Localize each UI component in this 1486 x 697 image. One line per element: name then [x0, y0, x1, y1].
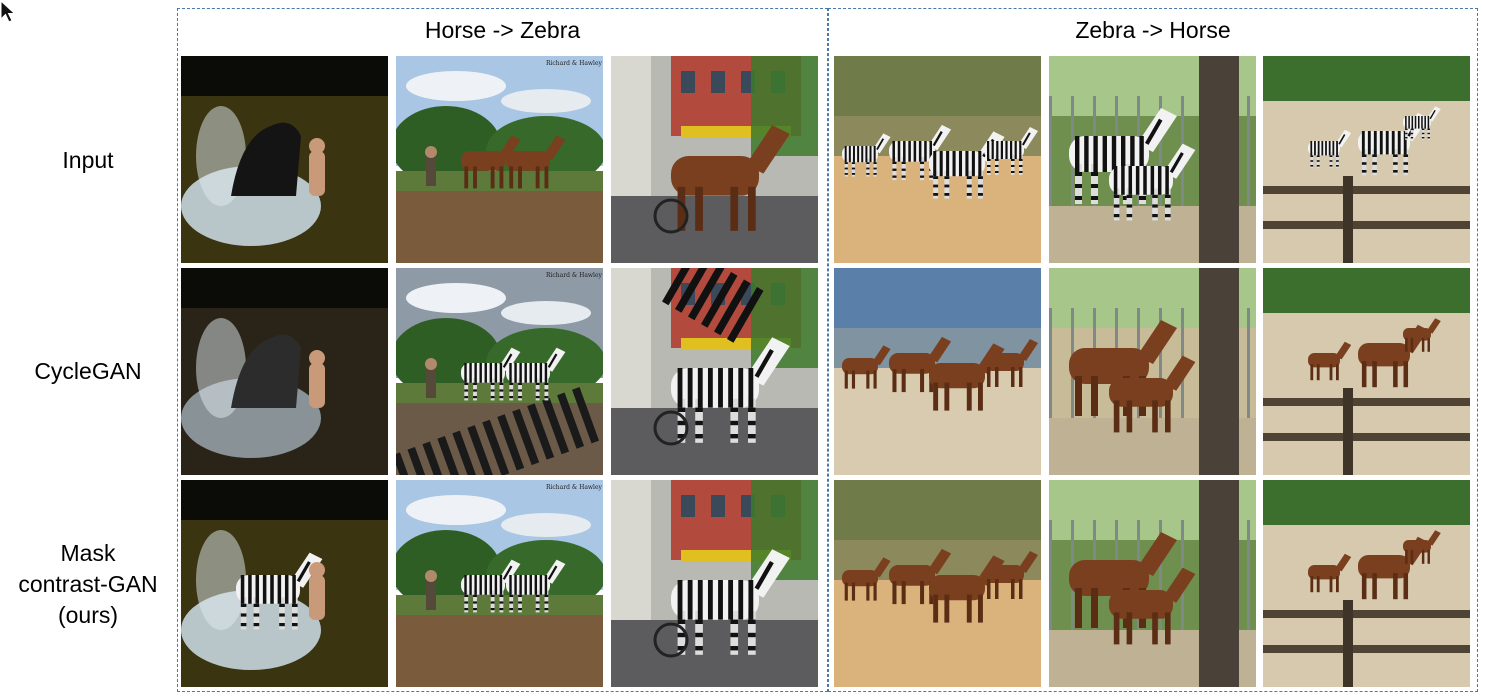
input-horses-plough: Richard & Hawley [396, 56, 603, 263]
svg-text:Richard & Hawley: Richard & Hawley [546, 60, 603, 67]
row-label-input: Input [62, 147, 114, 173]
zebra-to-horse-title: Zebra -> Horse [1075, 17, 1231, 43]
ours-horses-field [834, 480, 1041, 687]
ours-horses-fence [1049, 480, 1256, 687]
row-label-mask-contrast-gan: Mask contrast-GAN (ours) [18, 540, 158, 628]
svg-text:Richard & Hawley: Richard & Hawley [546, 272, 603, 279]
cyclegan-splash [181, 268, 388, 475]
svg-text:Richard & Hawley: Richard & Hawley [546, 484, 603, 491]
cyclegan-fence [1049, 268, 1256, 475]
input-zebras-field [834, 56, 1041, 263]
input-horse-rider-street [611, 56, 818, 263]
input-horse-splash [181, 56, 388, 263]
input-zebras-enclosure [1263, 56, 1470, 263]
cyclegan-enclosure [1263, 268, 1470, 475]
input-zebras-fence [1049, 56, 1256, 263]
ours-horses-enclosure [1263, 480, 1470, 687]
ours-zebras-plough: Richard & Hawley [396, 480, 603, 687]
horse-to-zebra-group [177, 8, 828, 692]
mouse-pointer-icon [0, 0, 16, 23]
row-label-cyclegan: CycleGAN [34, 358, 142, 384]
cyclegan-field [834, 268, 1041, 475]
horse-to-zebra-title: Horse -> Zebra [424, 17, 581, 43]
zebra-to-horse-group [828, 8, 1478, 692]
ours-zebra-street [611, 480, 818, 687]
cyclegan-plough: Richard & Hawley [396, 268, 603, 475]
ours-zebra-splash [181, 480, 388, 687]
cyclegan-street [611, 268, 818, 475]
